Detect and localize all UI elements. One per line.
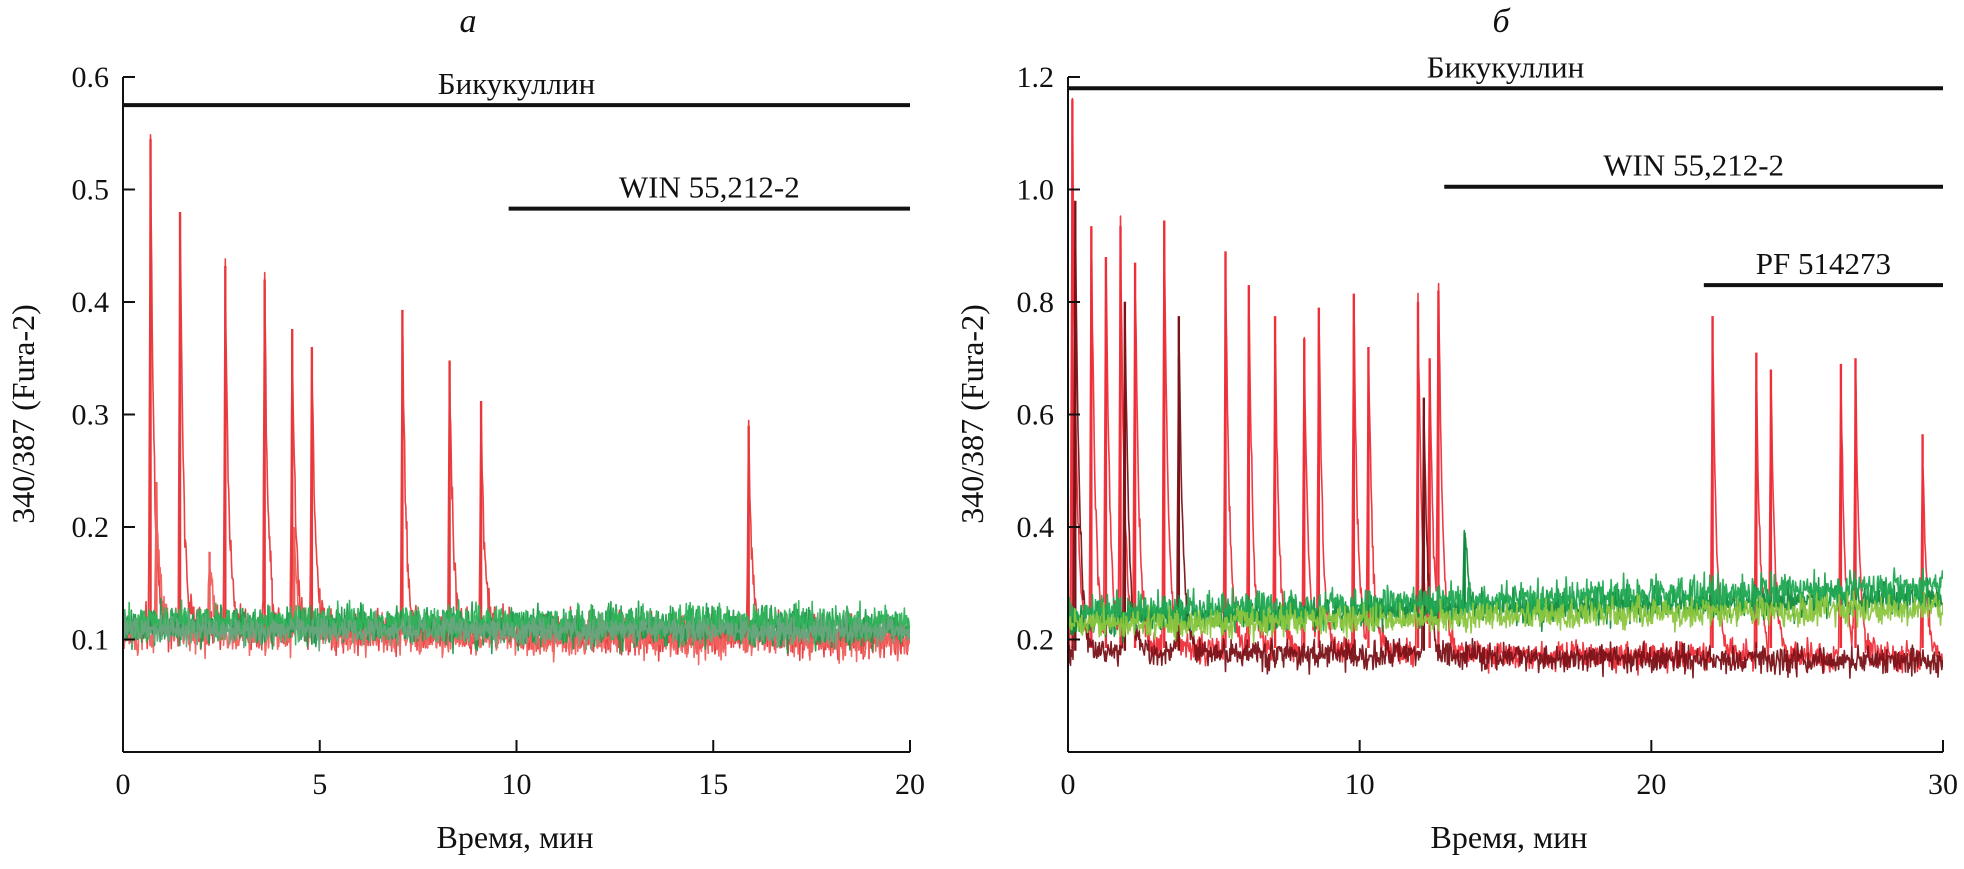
x-tick-label: 10 bbox=[1345, 768, 1375, 801]
y-axis-title: 340/387 (Fura-2) bbox=[5, 304, 41, 524]
x-tick-label: 5 bbox=[312, 768, 327, 801]
y-tick-label: 0.1 bbox=[72, 624, 110, 657]
y-tick-label: 0.6 bbox=[72, 61, 110, 94]
application-bar-label: Бикукуллин bbox=[438, 66, 595, 101]
x-tick-label: 10 bbox=[502, 768, 532, 801]
trace-green-trace-2 bbox=[1068, 567, 1943, 635]
x-axis-title: Время, мин bbox=[1430, 819, 1587, 855]
trace-dark-red-trace bbox=[1068, 222, 1943, 679]
x-tick-label: 0 bbox=[1061, 768, 1076, 801]
y-tick-label: 0.3 bbox=[72, 399, 110, 432]
traces-group bbox=[123, 134, 910, 666]
x-tick-label: 20 bbox=[895, 768, 925, 801]
trace-red-trace-1 bbox=[123, 134, 910, 662]
y-tick-label: 0.2 bbox=[72, 511, 110, 544]
y-tick-label: 0.6 bbox=[1017, 399, 1055, 432]
y-tick-label: 0.2 bbox=[1017, 624, 1055, 657]
y-tick-label: 0.4 bbox=[1017, 511, 1055, 544]
x-tick-label: 30 bbox=[1928, 768, 1958, 801]
y-tick-label: 1.2 bbox=[1017, 61, 1055, 94]
y-tick-label: 0.4 bbox=[72, 286, 110, 319]
trace-green-trace-3 bbox=[123, 609, 910, 652]
x-tick-label: 15 bbox=[698, 768, 728, 801]
application-bar-label: PF 514273 bbox=[1756, 246, 1891, 281]
traces-group bbox=[1068, 97, 1943, 679]
x-axis-title: Время, мин bbox=[436, 819, 593, 855]
application-bar-label: Бикукуллин bbox=[1427, 49, 1584, 84]
chart-panel-2: 0.2 0.4 0.6 0.8 1.0 1.2 0 10 20 30 Время, мин 340/3… bbox=[954, 3, 1958, 855]
x-tick-label: 20 bbox=[1636, 768, 1666, 801]
y-tick-label: 0.8 bbox=[1017, 286, 1055, 319]
x-tick-label: 0 bbox=[116, 768, 131, 801]
application-bar-label: WIN 55,212-2 bbox=[619, 170, 800, 205]
y-tick-label: 0.5 bbox=[72, 174, 110, 207]
y-tick-label: 1.0 bbox=[1017, 174, 1055, 207]
panel-label: б bbox=[1492, 3, 1511, 40]
panel-label: а bbox=[460, 3, 477, 40]
chart-panel-1: 0.1 0.2 0.3 0.4 0.5 0.6 0 5 10 15 20 Время, мин 340/… bbox=[5, 3, 925, 855]
y-axis-title: 340/387 (Fura-2) bbox=[954, 304, 990, 524]
application-bar-label: WIN 55,212-2 bbox=[1603, 148, 1784, 183]
trace-light-green-trace bbox=[1068, 590, 1943, 644]
